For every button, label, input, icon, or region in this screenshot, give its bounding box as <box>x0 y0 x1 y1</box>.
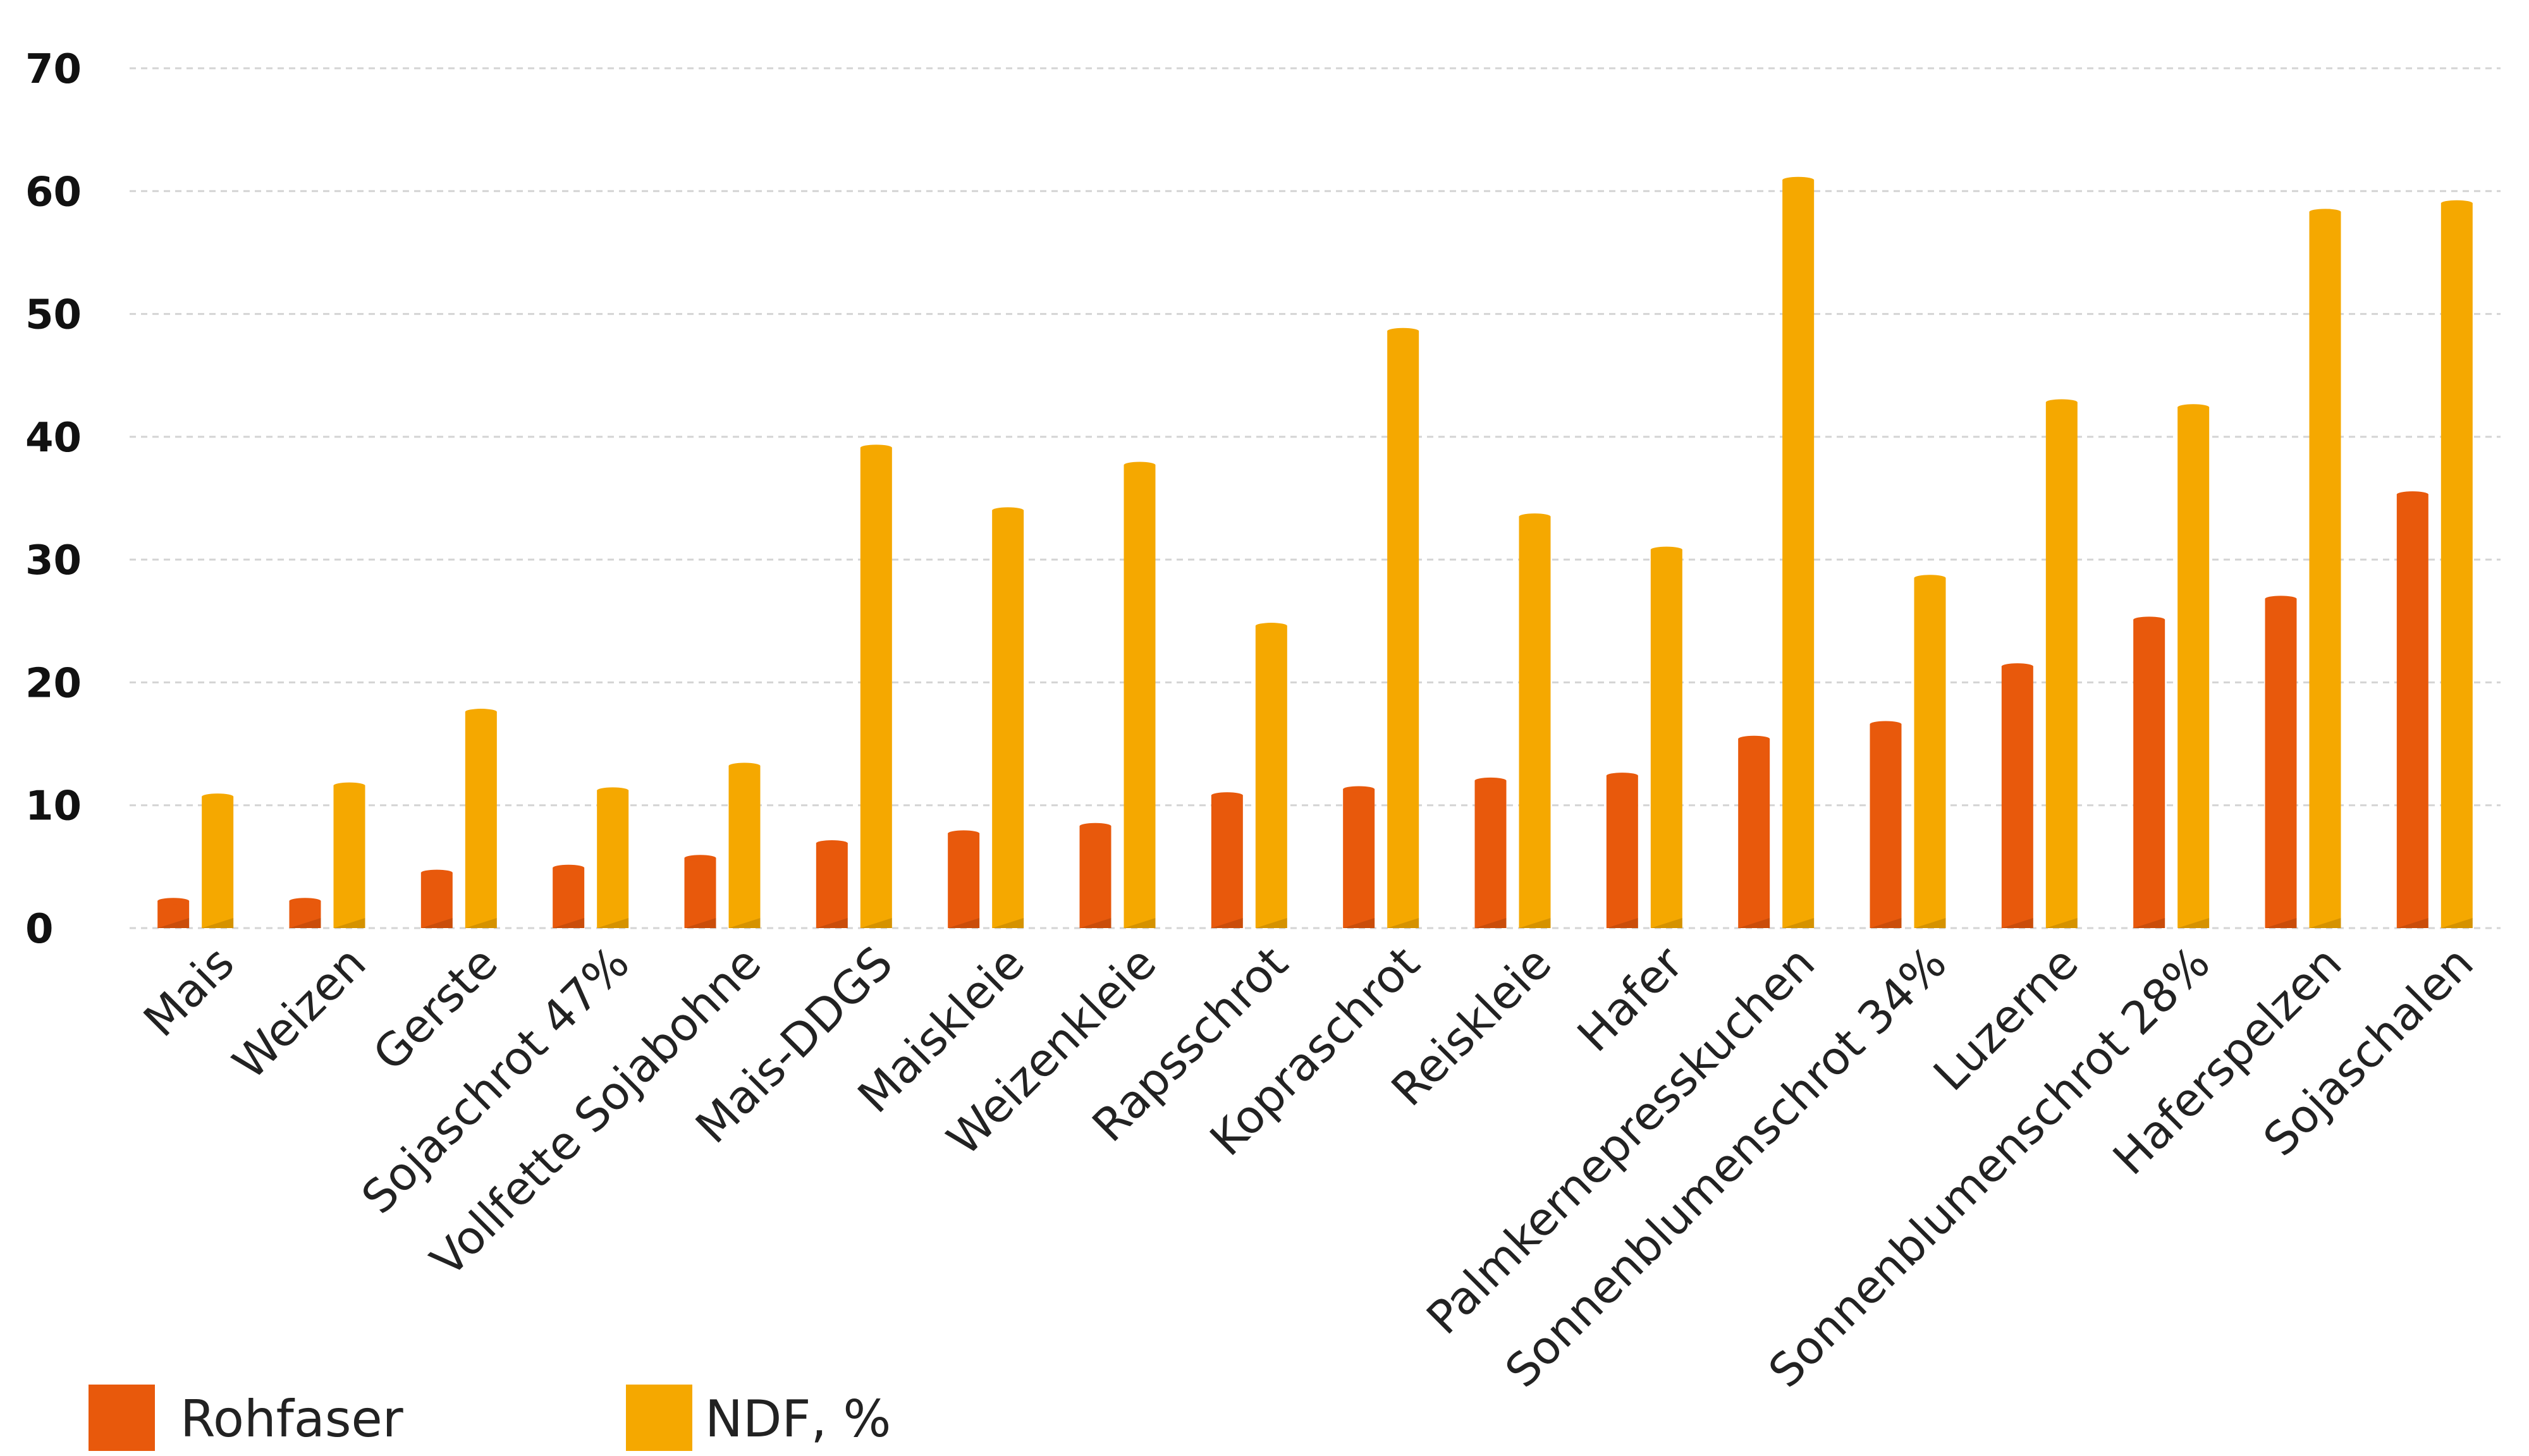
x-tick-label-hafer: Hafer <box>1567 936 1693 1061</box>
bar-ndf-haferspelzen <box>2309 209 2341 928</box>
bar-ndf-maiskleie <box>992 507 1024 928</box>
bar-ndf-rapsschrot <box>1255 623 1287 928</box>
bar-rohfaser-haferspelzen <box>2265 596 2297 928</box>
legend-label-ndf: NDF, % <box>705 1390 891 1448</box>
bar-rohfaser-mais <box>157 898 190 928</box>
bar-rohfaser-kopraschrot <box>1343 786 1375 928</box>
bar-rohfaser-mais-ddgs <box>816 840 848 928</box>
gridlines <box>130 67 2501 929</box>
bar-rohfaser-weizenkleie <box>1079 823 1111 928</box>
bar-rohfaser-vollfette-sojabohne <box>684 855 716 928</box>
bar-rohfaser-palmkernepresskuchen <box>1738 735 1770 928</box>
bar-ndf-sonnenblumenschrot-34 <box>1914 575 1946 928</box>
legend-label-rohfaser: Rohfaser <box>180 1390 403 1448</box>
x-tick-label-weizen: Weizen <box>223 936 376 1090</box>
legend: Rohfaser NDF, % <box>89 1385 891 1451</box>
bar-ndf-mais-ddgs <box>860 444 892 928</box>
bar-ndf-weizenkleie <box>1124 462 1156 928</box>
y-tick-label-10: 10 <box>25 783 82 830</box>
bar-rohfaser-gerste <box>420 869 453 928</box>
bar-ndf-vollfette-sojabohne <box>728 762 761 928</box>
bar-rohfaser-rapsschrot <box>1211 792 1243 928</box>
bar-ndf-kopraschrot <box>1387 327 1419 928</box>
bars <box>157 176 2473 928</box>
x-tick-label-haferspelzen: Haferspelzen <box>2103 936 2352 1185</box>
bar-rohfaser-sojaschalen <box>2396 491 2428 928</box>
bar-ndf-luzerne <box>2045 399 2078 928</box>
bar-ndf-palmkernepresskuchen <box>1782 176 1815 928</box>
bar-rohfaser-reiskleie <box>1474 777 1507 928</box>
bar-rohfaser-maiskleie <box>948 830 980 928</box>
bar-ndf-hafer <box>1650 546 1682 928</box>
y-tick-label-20: 20 <box>25 660 82 707</box>
y-tick-label-40: 40 <box>25 415 82 462</box>
bar-rohfaser-hafer <box>1606 773 1638 928</box>
bar-rohfaser-sonnenblumenschrot-28 <box>2133 616 2165 928</box>
bar-ndf-sonnenblumenschrot-28 <box>2177 404 2210 928</box>
bar-ndf-mais <box>202 793 234 928</box>
bar-rohfaser-sonnenblumenschrot-34 <box>1870 721 1902 928</box>
legend-swatch-ndf <box>626 1385 692 1451</box>
y-tick-label-50: 50 <box>25 292 82 339</box>
bar-rohfaser-luzerne <box>2001 663 2033 928</box>
bar-ndf-sojaschrot-47 <box>597 787 629 928</box>
bar-rohfaser-sojaschrot-47 <box>553 864 585 928</box>
y-tick-label-60: 60 <box>25 169 82 216</box>
y-tick-label-0: 0 <box>25 906 54 953</box>
y-tick-label-70: 70 <box>25 46 82 93</box>
bar-rohfaser-weizen <box>289 898 321 928</box>
bar-ndf-weizen <box>333 782 365 928</box>
y-axis-ticks: 0 10 20 30 40 50 60 70 <box>25 46 82 953</box>
y-tick-label-30: 30 <box>25 537 82 584</box>
bar-ndf-reiskleie <box>1519 513 1551 928</box>
bar-ndf-gerste <box>465 709 497 928</box>
bar-ndf-sojaschalen <box>2440 200 2473 928</box>
legend-swatch-rohfaser <box>89 1385 155 1451</box>
x-tick-label-mais: Mais <box>133 936 244 1047</box>
